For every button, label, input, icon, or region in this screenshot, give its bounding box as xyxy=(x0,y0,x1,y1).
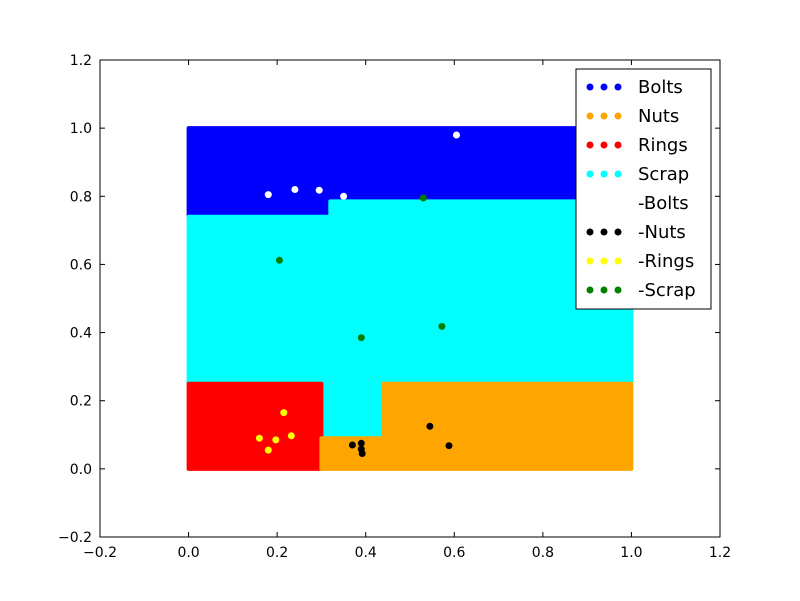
point-bolts xyxy=(315,186,323,194)
legend-marker-neg-scrap xyxy=(586,286,594,294)
legend-marker-bolts xyxy=(614,83,622,91)
point-scrap xyxy=(419,194,427,202)
legend-label-neg-rings: -Rings xyxy=(638,251,694,272)
axes-frame xyxy=(99,59,721,538)
y-tick-label: 1.0 xyxy=(70,121,92,137)
y-tick-label: 0.8 xyxy=(70,189,92,205)
legend: Bolts Nuts Rings Scrap -Bolts -Nuts -Rings -Scr… xyxy=(575,68,712,310)
point-scrap xyxy=(275,256,283,264)
point-scrap xyxy=(438,322,446,330)
y-tick-label: 0.4 xyxy=(70,326,92,342)
legend-marker-neg-scrap xyxy=(600,286,608,294)
legend-marker-bolts xyxy=(600,83,608,91)
legend-marker-neg-nuts xyxy=(614,228,622,236)
legend-marker-neg-scrap xyxy=(614,286,622,294)
legend-marker-bolts xyxy=(586,83,594,91)
point-bolts xyxy=(291,186,299,193)
y-tick-label: −0.2 xyxy=(58,530,92,546)
decision-regions xyxy=(186,126,634,471)
x-axis: −0.2 0.0 0.2 0.4 0.6 0.8 1.0 1.2 xyxy=(83,60,731,561)
legend-marker-neg-rings xyxy=(586,257,594,265)
legend-marker-nuts xyxy=(614,112,622,120)
x-tick-label: 0.2 xyxy=(266,545,288,561)
legend-marker-scrap xyxy=(600,170,608,178)
region-rings xyxy=(186,381,324,471)
point-nuts xyxy=(445,442,453,450)
legend-marker-neg-nuts xyxy=(586,228,594,236)
legend-label-bolts: Bolts xyxy=(638,77,683,98)
legend-marker-neg-bolts xyxy=(586,199,594,207)
legend-marker-nuts xyxy=(586,112,594,120)
point-nuts xyxy=(357,439,365,447)
x-tick-label: 1.0 xyxy=(620,545,642,561)
legend-marker-nuts xyxy=(600,112,608,120)
legend-box xyxy=(575,68,712,310)
legend-marker-neg-bolts xyxy=(600,199,608,207)
y-tick-label: 0.0 xyxy=(70,462,92,478)
legend-label-neg-scrap: -Scrap xyxy=(638,280,696,301)
data-points xyxy=(255,131,460,457)
x-tick-label: 0.6 xyxy=(443,545,465,561)
point-bolts xyxy=(453,131,460,139)
x-tick-label: 0.8 xyxy=(532,545,554,561)
x-tick-label: 0.4 xyxy=(355,545,377,561)
legend-marker-neg-rings xyxy=(600,257,608,265)
legend-label-neg-nuts: -Nuts xyxy=(638,222,686,243)
y-axis: −0.2 0.0 0.2 0.4 0.6 0.8 1.0 1.2 xyxy=(58,53,720,546)
legend-label-nuts: Nuts xyxy=(638,106,679,127)
x-tick-label: 0.0 xyxy=(177,545,199,561)
legend-marker-neg-rings xyxy=(614,257,622,265)
legend-label-rings: Rings xyxy=(638,135,688,156)
point-nuts xyxy=(358,450,366,457)
point-bolts xyxy=(340,192,348,200)
point-nuts xyxy=(426,422,434,430)
legend-label-scrap: Scrap xyxy=(638,164,689,185)
y-tick-label: 0.2 xyxy=(70,394,92,410)
point-rings xyxy=(264,446,272,454)
legend-marker-neg-nuts xyxy=(600,228,608,236)
legend-marker-rings xyxy=(586,141,594,149)
legend-label-neg-bolts: -Bolts xyxy=(638,193,689,214)
legend-marker-scrap xyxy=(586,170,594,178)
legend-marker-neg-bolts xyxy=(614,199,622,207)
point-rings xyxy=(272,436,280,444)
legend-marker-scrap xyxy=(614,170,622,178)
legend-marker-rings xyxy=(614,141,622,149)
point-rings xyxy=(280,409,288,417)
legend-marker-rings xyxy=(600,141,608,149)
x-tick-label: −0.2 xyxy=(83,545,117,561)
point-rings xyxy=(287,432,295,440)
point-nuts xyxy=(348,441,356,449)
point-bolts xyxy=(264,191,272,199)
point-scrap xyxy=(357,334,365,342)
region-nuts xyxy=(319,381,634,471)
y-tick-label: 1.2 xyxy=(70,53,92,69)
point-rings xyxy=(255,434,263,442)
y-tick-label: 0.6 xyxy=(70,257,92,273)
x-tick-label: 1.2 xyxy=(709,545,731,561)
